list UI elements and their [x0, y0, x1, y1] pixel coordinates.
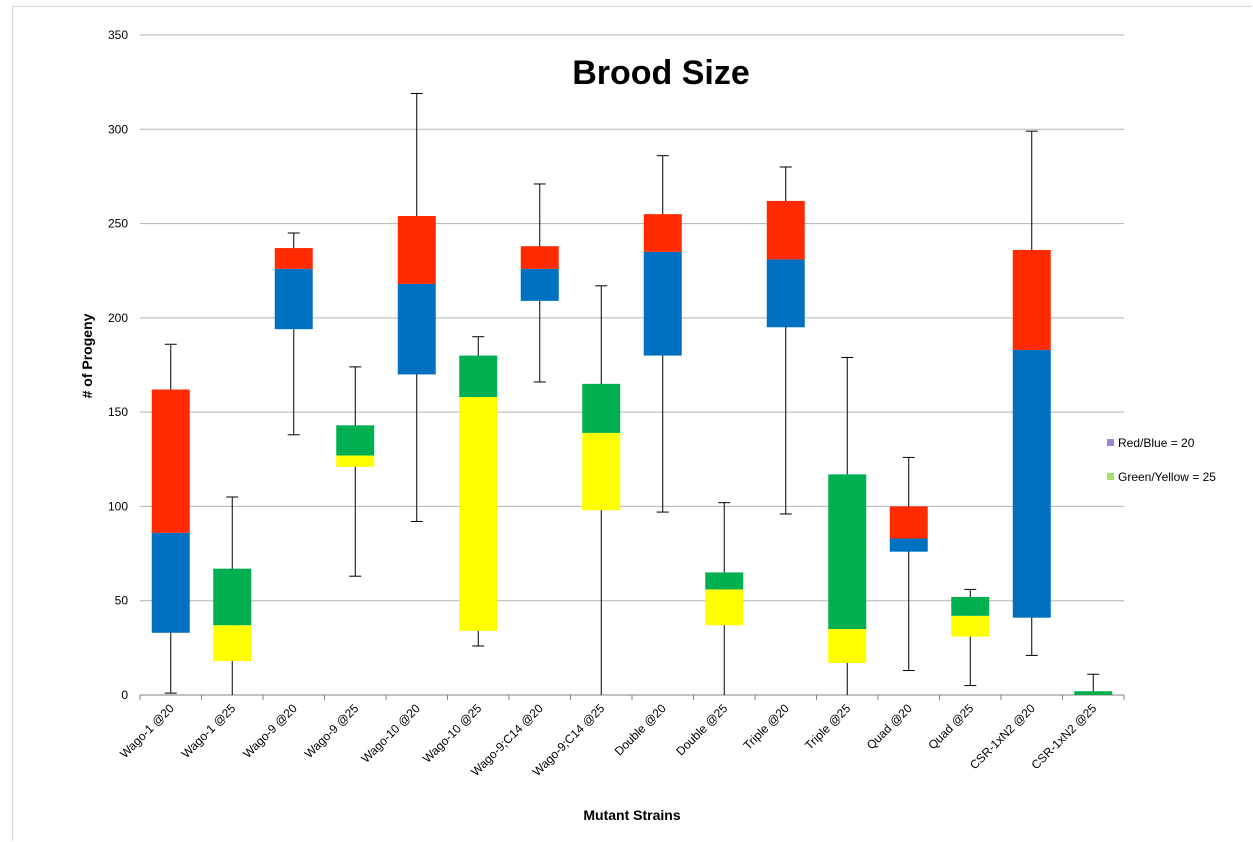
box-lower [766, 259, 805, 328]
x-tick-label: Wago-1 @25 [179, 701, 239, 761]
box-upper [1012, 249, 1051, 350]
box-lower [582, 432, 621, 511]
x-tick-label: Quad @25 [925, 701, 976, 752]
box-lower [705, 589, 744, 626]
box-lower [336, 455, 375, 467]
y-tick-label: 200 [108, 311, 128, 325]
legend-label-20: Red/Blue = 20 [1118, 436, 1195, 450]
x-tick-label: Triple @20 [741, 701, 792, 752]
box-upper [459, 355, 498, 398]
x-tick-label: Wago-10 @25 [420, 701, 485, 766]
box-lower [643, 251, 682, 356]
box-upper [274, 248, 313, 269]
box-lower [397, 283, 436, 375]
x-tick-label: CSR-1xN2 @20 [967, 701, 1038, 772]
y-tick-label: 0 [121, 688, 128, 702]
box-lower [889, 538, 928, 552]
chart-title: Brood Size [572, 54, 750, 92]
box-lower [151, 532, 190, 633]
box-upper [889, 506, 928, 539]
y-tick-label: 150 [108, 405, 128, 419]
box-upper [582, 383, 621, 433]
x-tick-label: Triple @25 [802, 701, 853, 752]
box-upper [951, 596, 990, 616]
box-lower [1012, 349, 1051, 618]
legend-label-25: Green/Yellow = 25 [1118, 470, 1216, 484]
legend-swatch-20 [1107, 439, 1114, 446]
box-upper [705, 572, 744, 590]
legend-swatch-25 [1107, 473, 1114, 480]
box-upper [766, 200, 805, 260]
chart-frame [12, 6, 1252, 841]
box-lower [213, 625, 252, 662]
gridlines [140, 34, 1124, 696]
boxes [151, 200, 1113, 695]
box-upper [520, 246, 559, 269]
y-tick-label: 250 [108, 217, 128, 231]
y-axis-label: # of Progeny [79, 313, 95, 398]
box-lower [951, 615, 990, 637]
x-tick-label: Quad @20 [864, 701, 915, 752]
x-tick-label: Wago-10 @20 [358, 701, 423, 766]
x-axis-label: Mutant Strains [583, 807, 680, 823]
box-upper [151, 389, 190, 533]
y-tick-label: 100 [108, 499, 128, 513]
x-tick-labels: Wago-1 @20 Wago-1 @25 Wago-9 @20 Wago-9 @25… [117, 695, 1125, 779]
legend: Red/Blue = 20 Green/Yellow = 25 [1107, 436, 1216, 484]
box-lower [274, 268, 313, 330]
x-tick-label: CSR-1xN2 @25 [1029, 701, 1100, 772]
box-upper [213, 568, 252, 626]
box-lower [520, 268, 559, 301]
box-lower [459, 397, 498, 631]
x-tick-label: Double @25 [673, 701, 730, 758]
box-upper [828, 474, 867, 629]
x-tick-label: Wago-9 @25 [302, 701, 362, 761]
box-lower [828, 629, 867, 663]
x-tick-label: Wago-1 @20 [117, 701, 177, 761]
x-tick-label: Wago-9 @20 [240, 701, 300, 761]
box-upper [643, 214, 682, 252]
box-upper [1074, 691, 1113, 695]
y-tick-label: 300 [108, 122, 128, 136]
box-upper [397, 216, 436, 284]
y-tick-label: 50 [115, 594, 129, 608]
x-tick-label: Double @20 [612, 701, 669, 758]
box-upper [336, 425, 375, 456]
y-tick-label: 350 [108, 28, 128, 42]
y-tick-labels: 0 50 100 150 200 250 300 350 [108, 28, 128, 702]
